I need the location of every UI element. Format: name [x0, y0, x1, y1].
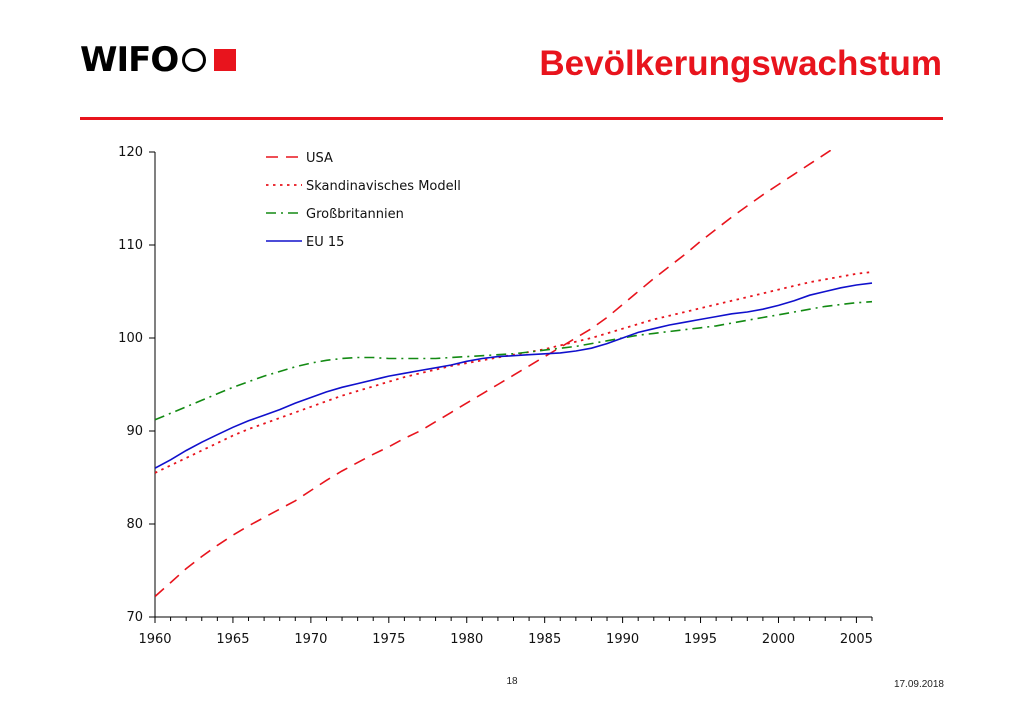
y-tick-label: 100 — [118, 331, 143, 346]
y-tick-label: 80 — [126, 517, 143, 532]
page-number: 18 — [506, 676, 518, 687]
y-tick-label: 70 — [126, 610, 143, 625]
x-tick-label: 1960 — [138, 632, 171, 647]
logo-text: WIFO — [80, 40, 179, 80]
footer-date: 17.09.2018 — [893, 679, 944, 690]
series-line-0 — [155, 150, 833, 598]
y-tick-label: 90 — [126, 424, 143, 439]
series-line-3 — [155, 282, 873, 469]
x-tick-label: 1970 — [294, 632, 327, 647]
x-tick-label: 2005 — [840, 632, 873, 647]
legend-label-1: Skandinavisches Modell — [306, 179, 461, 194]
legend-label-0: USA — [306, 151, 333, 166]
series-line-2 — [155, 300, 873, 421]
y-tick-label: 120 — [118, 145, 143, 160]
logo-square-mark — [214, 49, 237, 71]
x-tick-label: 1965 — [216, 632, 249, 647]
y-tick-label: 110 — [118, 238, 143, 253]
logo-circle-mark — [182, 48, 207, 72]
x-tick-label: 1975 — [372, 632, 405, 647]
x-tick-label: 1980 — [450, 632, 483, 647]
legend-label-3: EU 15 — [306, 235, 344, 250]
page-title: Bevölkerungswachstum — [539, 44, 942, 83]
x-tick-label: 1995 — [684, 632, 717, 647]
x-tick-label: 1990 — [606, 632, 639, 647]
title-rule — [80, 117, 943, 120]
x-tick-label: 1985 — [528, 632, 561, 647]
wifo-logo: WIFO — [80, 40, 237, 80]
series-line-1 — [155, 271, 873, 474]
x-tick-label: 2000 — [762, 632, 795, 647]
legend-label-2: Großbritannien — [306, 207, 404, 222]
